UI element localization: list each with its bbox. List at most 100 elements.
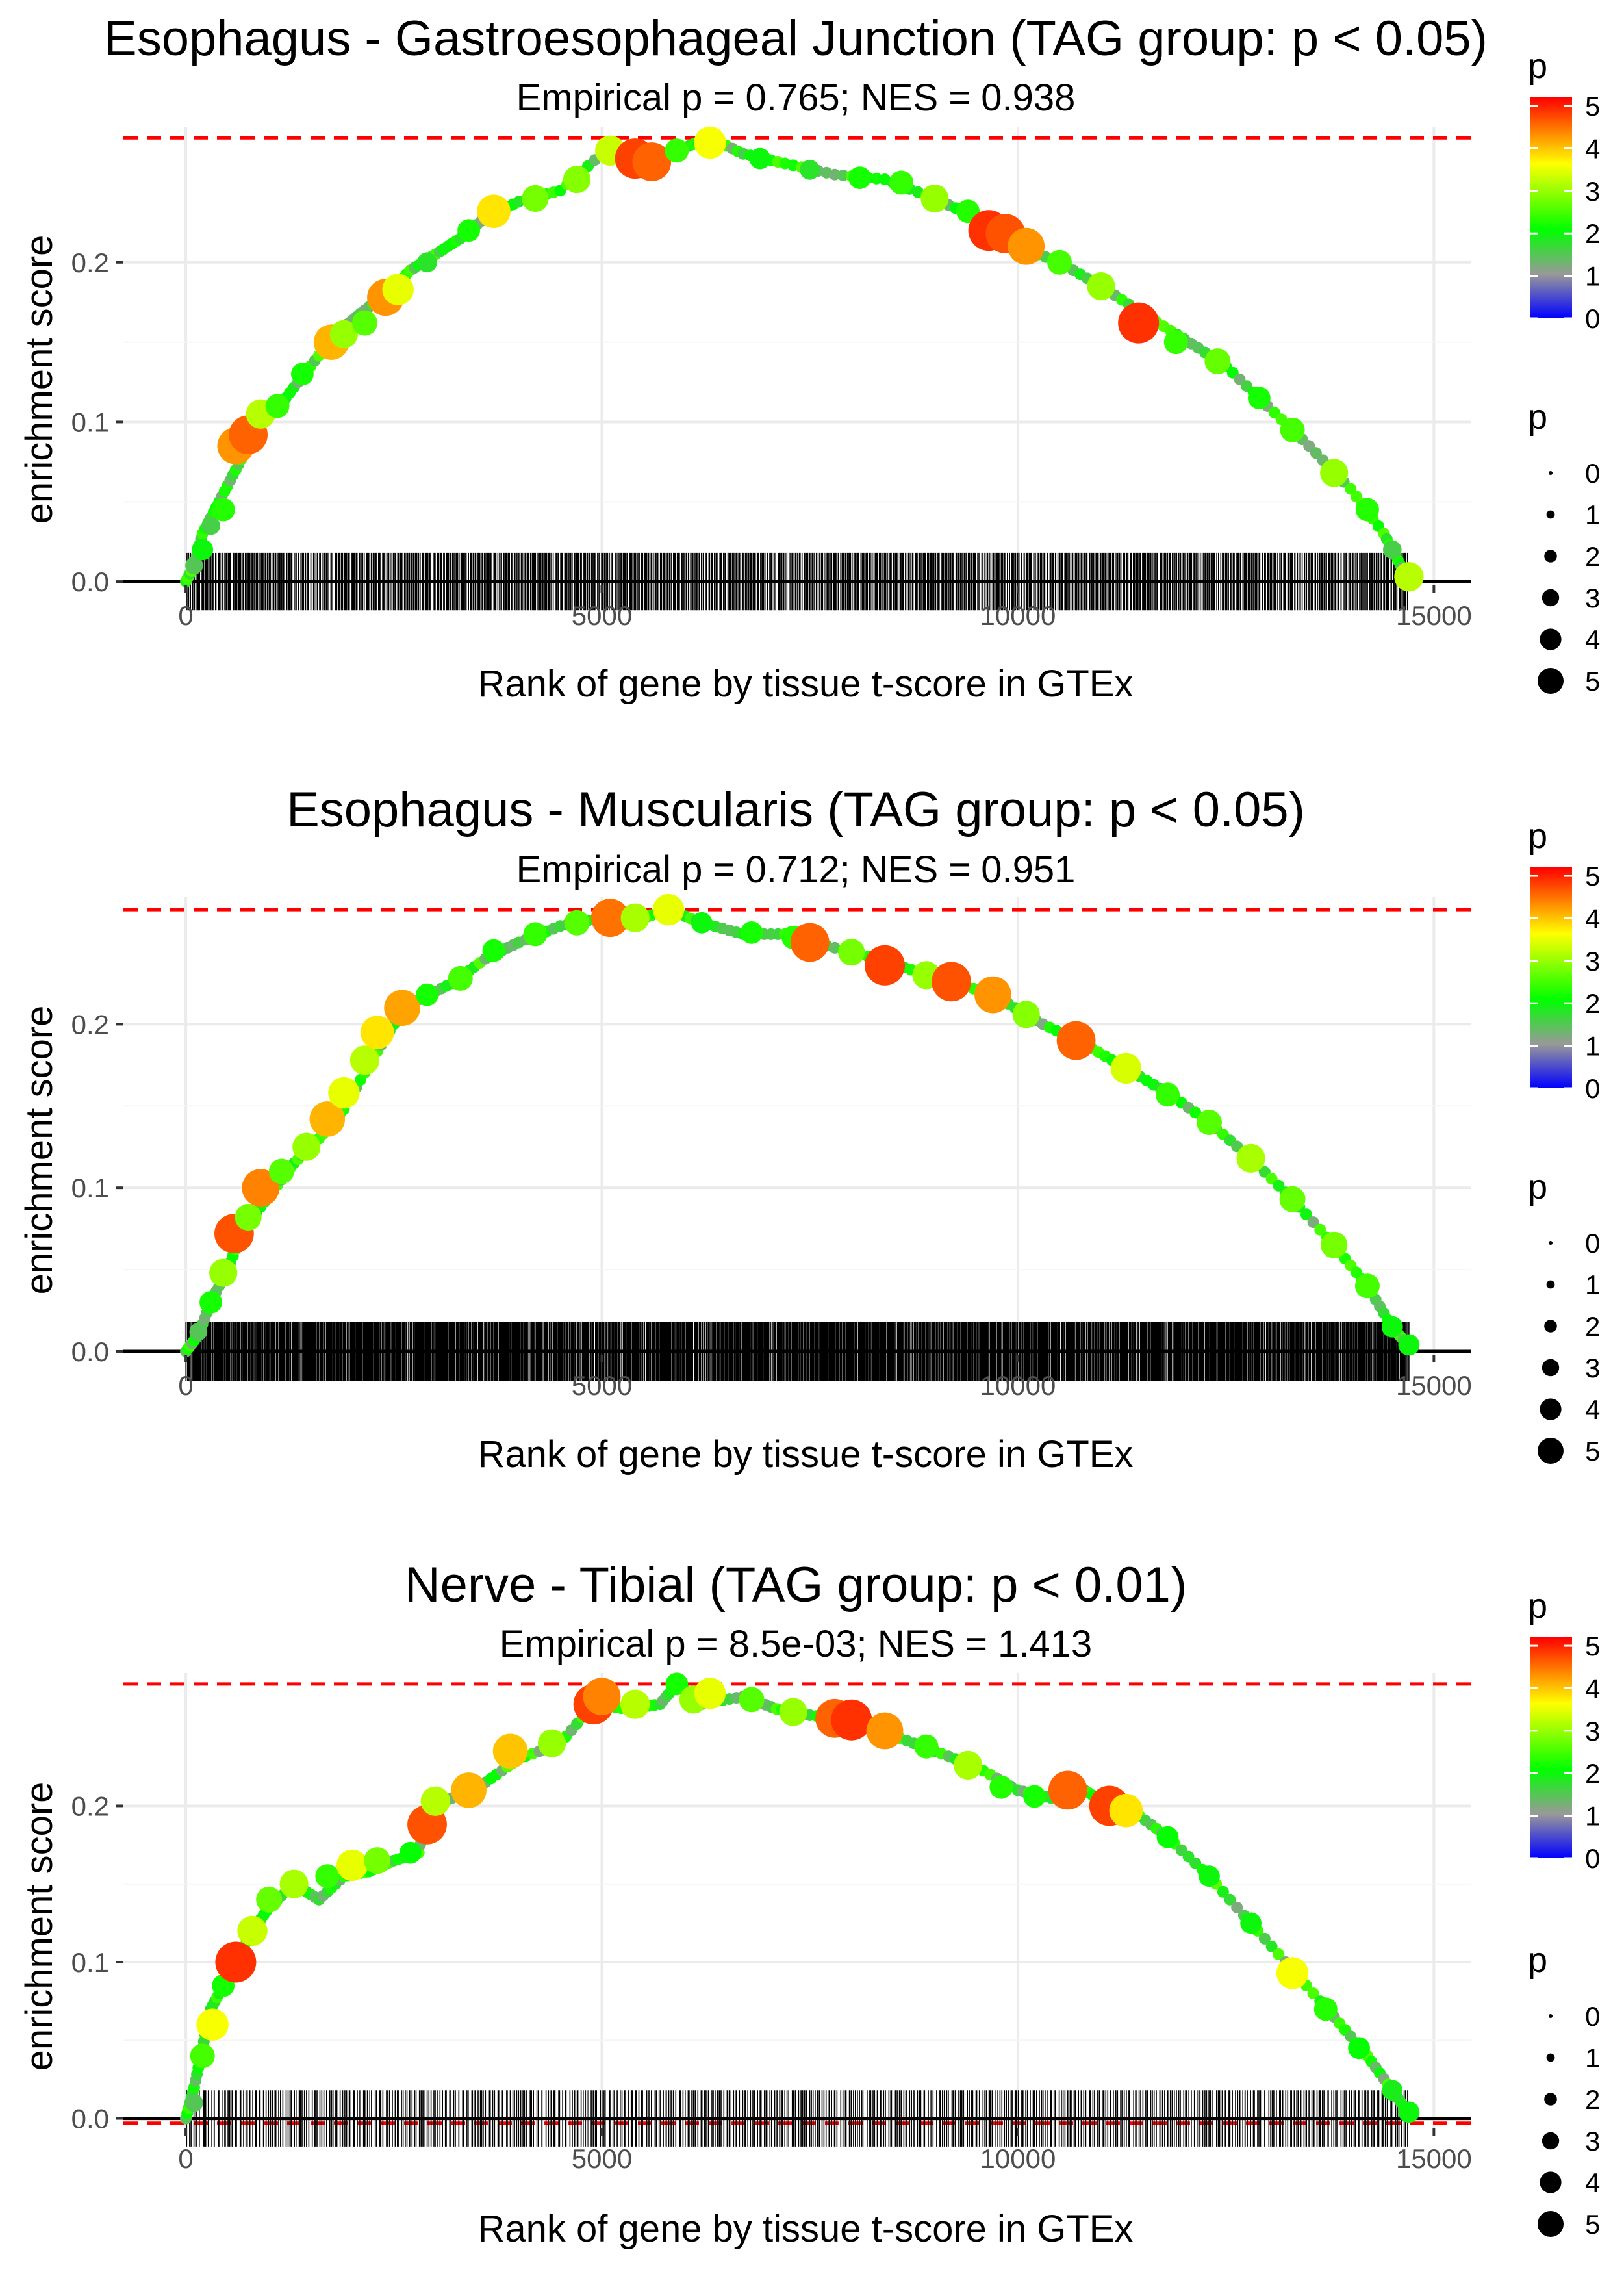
color-legend-label: 4: [1585, 133, 1600, 164]
gene-point: [185, 2093, 203, 2112]
color-legend-label: 2: [1585, 218, 1600, 249]
size-legend-label: 5: [1585, 1436, 1600, 1466]
gene-points: [189, 893, 1420, 1356]
gene-point: [360, 1016, 394, 1049]
gene-point: [477, 194, 511, 229]
gene-point: [1279, 1186, 1306, 1212]
gene-point: [1048, 1770, 1087, 1810]
size-legend-title: p: [1528, 398, 1547, 437]
gene-point: [1236, 1143, 1265, 1173]
x-tick-label: 15000: [1396, 1370, 1472, 1401]
gene-point: [866, 1712, 904, 1750]
gene-point: [831, 1699, 872, 1741]
gene-point: [279, 1869, 309, 1898]
color-legend-label: 1: [1585, 1801, 1600, 1832]
running-es-dots: [180, 904, 1412, 1357]
gene-point: [1354, 1273, 1380, 1299]
y-tick-label: 0.2: [71, 1791, 109, 1821]
size-legend-dot: [1538, 2211, 1564, 2237]
x-tick-label: 10000: [980, 2143, 1056, 2174]
x-tick-label: 0: [178, 2143, 193, 2174]
gene-point: [237, 1915, 268, 1947]
gene-point: [190, 2043, 215, 2069]
size-legend-items: 0 1 2 3 4 5: [1538, 458, 1600, 696]
size-legend-dot: [1538, 668, 1564, 694]
y-axis-title: enrichment score: [18, 235, 60, 524]
gene-point: [196, 2008, 229, 2041]
gene-point: [352, 310, 377, 336]
gene-point: [954, 1750, 983, 1780]
gene-point: [665, 1672, 689, 1696]
gene-point: [1156, 1826, 1179, 1848]
gene-point: [620, 1689, 650, 1719]
size-legend-dot: [1544, 2093, 1557, 2106]
size-legend-dot: [1542, 2132, 1560, 2150]
gene-point: [420, 1786, 450, 1816]
color-legend-label: 3: [1585, 946, 1600, 977]
x-tick-label: 5000: [572, 1370, 632, 1401]
size-legend-items: 0 1 2 3 4 5: [1538, 1228, 1600, 1466]
size-legend-dot: [1546, 1280, 1555, 1289]
y-tick-label: 0.0: [71, 2104, 109, 2134]
gene-point: [583, 1678, 621, 1716]
color-legend-label: 2: [1585, 1758, 1600, 1789]
gene-point: [691, 912, 713, 934]
color-legend-ticks: 0 1 2 3 4 5: [1530, 91, 1600, 334]
size-legend-title: p: [1528, 1168, 1547, 1207]
gene-point: [1199, 1865, 1220, 1887]
gene-point: [694, 126, 726, 159]
gene-point: [564, 910, 590, 936]
x-tick-label: 15000: [1396, 600, 1472, 631]
chart-title: Esophagus - Gastroesophageal Junction (T…: [104, 11, 1488, 66]
gene-point: [1008, 227, 1045, 265]
size-legend-label: 1: [1585, 2043, 1600, 2073]
running-es-dot: [1307, 1987, 1319, 2000]
size-legend-label: 5: [1585, 666, 1600, 696]
size-legend-dot: [1549, 471, 1553, 475]
size-legend-dot: [1540, 1398, 1562, 1420]
size-legend-label: 2: [1585, 2084, 1600, 2115]
y-tick-label: 0.2: [71, 248, 109, 278]
gene-point: [265, 394, 290, 418]
size-legend-dot: [1546, 2053, 1555, 2062]
gene-point: [1321, 1231, 1348, 1258]
gene-point: [1398, 2101, 1420, 2123]
color-legend-label: 0: [1585, 1073, 1600, 1104]
gene-point: [1276, 1957, 1309, 1989]
color-legend-label: 5: [1585, 91, 1600, 121]
size-legend-dot: [1542, 1359, 1560, 1377]
gene-point: [201, 516, 220, 535]
gene-point: [779, 1698, 807, 1726]
gene-point: [522, 185, 549, 212]
gene-point: [185, 556, 203, 575]
running-es-dot: [1224, 1893, 1236, 1906]
gene-points: [185, 1672, 1420, 2123]
running-es-dot: [1273, 1948, 1285, 1960]
size-legend-label: 2: [1585, 1311, 1600, 1342]
size-legend: p 0 1 2 3 4 5: [1528, 398, 1600, 696]
color-legend-bar: [1530, 97, 1572, 318]
gene-point: [457, 219, 480, 242]
x-axis-title: Rank of gene by tissue t-score in GTEx: [478, 2208, 1134, 2250]
running-es-dot: [1258, 1932, 1271, 1945]
gene-point: [1280, 417, 1305, 442]
gene-point: [256, 1886, 283, 1913]
gene-point: [590, 899, 629, 938]
size-legend-label: 1: [1585, 1270, 1600, 1300]
running-es-dot: [1307, 1216, 1319, 1229]
gene-point: [382, 274, 414, 305]
size-legend-dot: [1544, 550, 1557, 563]
gene-point: [974, 976, 1011, 1014]
size-legend: p 0 1 2 3 4 5: [1528, 1168, 1600, 1466]
size-legend-label: 4: [1585, 624, 1600, 655]
gene-point: [451, 1772, 487, 1808]
gene-point: [482, 939, 505, 962]
size-legend-dot: [1549, 2014, 1553, 2018]
running-es-dots: [180, 1678, 1412, 2125]
gene-point: [416, 983, 438, 1006]
gene-point: [235, 1203, 262, 1231]
running-es-dot: [1300, 1208, 1312, 1221]
running-es-dot: [1265, 1941, 1278, 1952]
gene-point: [209, 1258, 238, 1287]
x-tick-label: 15000: [1396, 2143, 1472, 2174]
